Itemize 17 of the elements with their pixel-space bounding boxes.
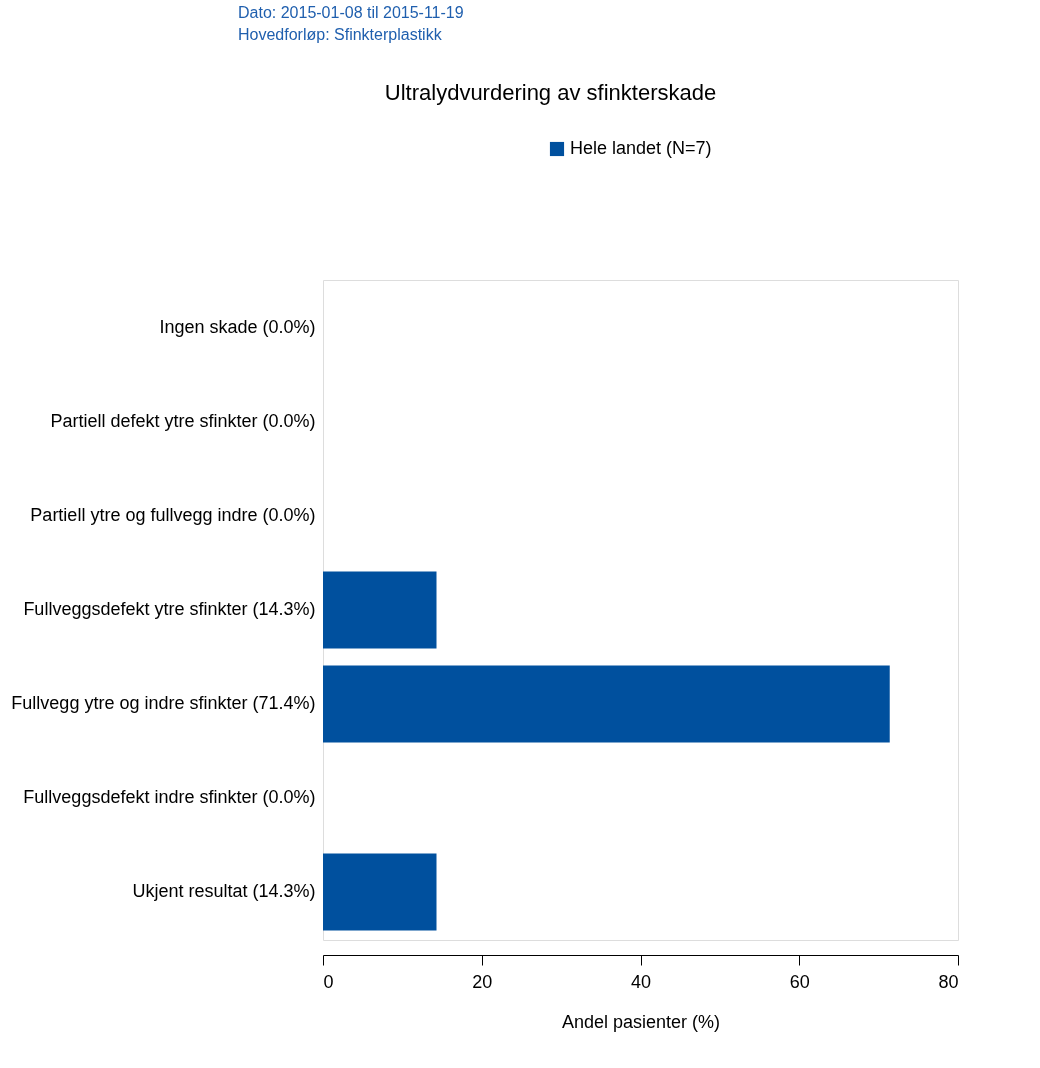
x-tick-label: 60 (789, 971, 810, 992)
chart-title: Ultralydvurdering av sfinkterskade (384, 80, 717, 105)
y-tick-label: Fullveggsdefekt ytre sfinkter (14.3%) (23, 599, 316, 619)
legend-label: Hele landet (N=7) (570, 138, 712, 158)
x-axis-title: Andel pasienter (%) (561, 1011, 721, 1032)
y-tick-label: Partiell defekt ytre sfinkter (0.0%) (50, 410, 316, 431)
x-tick-label: 80 (938, 971, 959, 992)
y-tick-label: Partiell ytre og fullvegg indre (0.0%) (30, 504, 316, 525)
x-tick-label: 40 (630, 971, 652, 992)
y-tick-label: Ingen skade (0.0%) (159, 316, 316, 337)
x-tick-label: 0 (323, 971, 334, 992)
y-tick-label: Ukjent resultat (14.3%) (132, 881, 316, 902)
y-tick-label: Fullveggsdefekt indre sfinkter (0.0%) (23, 787, 316, 808)
y-tick-label: Fullvegg ytre og indre sfinkter (71.4%) (11, 693, 316, 714)
text: Dato: 2015-01-08 til 2015-11-19 (238, 4, 464, 21)
x-tick-label: 20 (472, 971, 493, 992)
text: Hovedforløp: Sfinkterplastikk (238, 26, 443, 43)
